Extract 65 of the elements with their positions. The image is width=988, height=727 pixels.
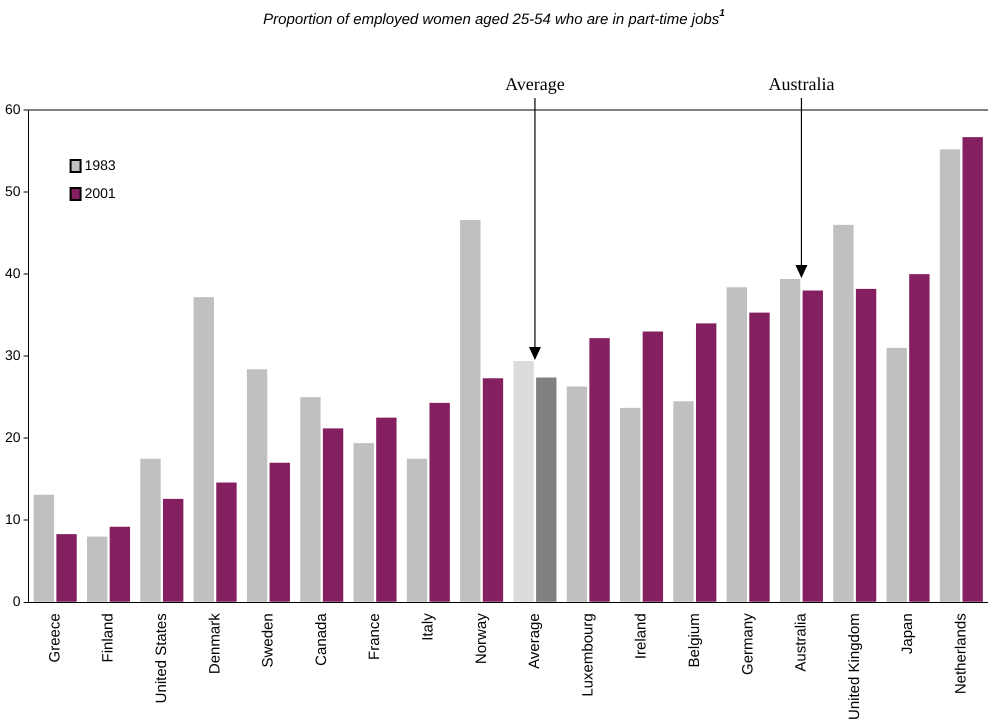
bar	[376, 418, 397, 602]
legend-label: 1983	[84, 156, 116, 173]
bar	[642, 332, 664, 602]
bar	[886, 348, 907, 602]
bar	[620, 408, 640, 602]
bar	[162, 498, 184, 602]
bar	[300, 397, 321, 602]
x-tick-label: Belgium	[686, 613, 703, 668]
bar	[482, 378, 504, 602]
bar	[354, 443, 374, 602]
y-tick-label: 20	[4, 429, 21, 446]
x-tick-label: Netherlands	[952, 613, 970, 694]
bar	[246, 369, 268, 602]
x-tick-label: Italy	[419, 612, 436, 641]
bar	[749, 312, 770, 602]
bar	[856, 288, 876, 602]
x-tick-label: United Kingdom	[846, 613, 863, 720]
bar	[696, 323, 716, 602]
bar	[87, 536, 108, 602]
bar	[429, 402, 450, 602]
x-tick-label: Germany	[739, 612, 756, 675]
x-tick-label: Greece	[46, 613, 64, 662]
bar	[270, 462, 290, 602]
bar	[536, 377, 556, 602]
bar	[589, 338, 610, 602]
annotation: Average	[505, 74, 565, 94]
y-tick-label: 60	[4, 100, 21, 117]
bar	[962, 137, 983, 602]
bar	[194, 297, 214, 602]
x-tick-label: Australia	[792, 612, 810, 672]
bar	[780, 279, 800, 602]
x-tick-label: Denmark	[206, 612, 224, 674]
bar	[909, 274, 930, 602]
bar	[140, 458, 161, 602]
bar	[726, 287, 748, 602]
x-tick-label: France	[366, 613, 384, 660]
x-tick-label: Sweden	[260, 613, 277, 668]
y-tick-label: 0	[12, 593, 21, 610]
x-tick-label: Ireland	[632, 613, 650, 660]
bar	[56, 534, 77, 602]
x-tick-label: Japan	[899, 613, 916, 654]
x-tick-label: Canada	[312, 612, 330, 666]
bar	[460, 220, 481, 602]
bar	[833, 224, 854, 602]
bar	[110, 526, 130, 602]
x-tick-label: Average	[526, 613, 544, 669]
y-tick-label: 10	[4, 511, 21, 528]
legend-label: 2001	[84, 184, 116, 201]
bar	[406, 458, 428, 602]
bar	[673, 401, 694, 602]
y-tick-label: 30	[4, 346, 21, 363]
x-tick-label: United States	[152, 613, 170, 704]
bar	[940, 149, 960, 602]
x-tick-label: Luxembourg	[579, 613, 596, 697]
bar	[566, 386, 588, 602]
bar	[216, 482, 237, 602]
y-tick-label: 40	[4, 264, 21, 281]
y-tick-label: 50	[4, 182, 21, 199]
bar	[34, 494, 54, 602]
bar	[322, 428, 344, 602]
annotation: Australia	[768, 74, 834, 94]
x-tick-label: Norway	[472, 612, 490, 664]
bar	[802, 290, 823, 602]
bar	[513, 361, 534, 602]
x-tick-label: Finland	[100, 613, 117, 662]
